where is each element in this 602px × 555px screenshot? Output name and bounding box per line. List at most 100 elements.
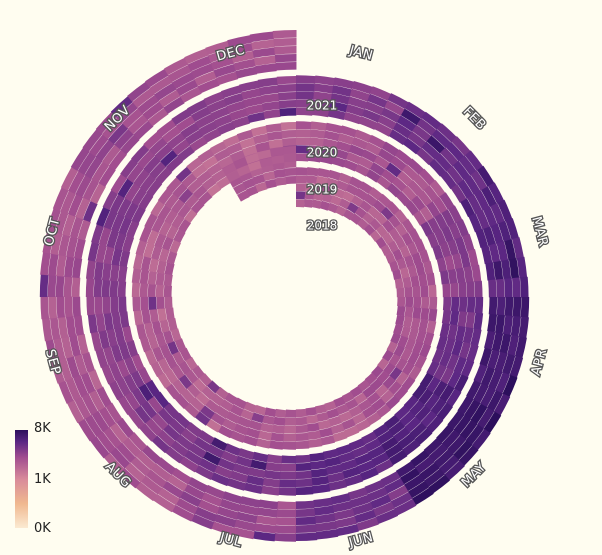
heatmap-cell <box>296 107 313 116</box>
heatmap-cell <box>274 53 297 63</box>
heatmap-cell <box>475 229 488 248</box>
heatmap-cell <box>277 83 297 93</box>
heatmap-cell <box>255 438 271 449</box>
heatmap-cell <box>384 414 400 430</box>
heatmap-cell <box>449 310 460 326</box>
heatmap-cell <box>274 533 296 542</box>
heatmap-cell <box>210 56 234 71</box>
heatmap-cell <box>176 79 199 96</box>
heatmap-cell <box>374 122 393 137</box>
heatmap-cell <box>231 50 255 64</box>
heatmap-cell <box>178 218 192 233</box>
heatmap-cell <box>202 451 221 466</box>
heatmap-cell <box>346 202 360 214</box>
year-label-2021: 2021 <box>307 99 338 113</box>
heatmap-cell <box>147 270 158 285</box>
heatmap-cell <box>91 224 105 245</box>
heatmap-cell <box>167 132 186 150</box>
heatmap-cell <box>364 372 378 386</box>
heatmap-cell <box>163 285 172 297</box>
heatmap-cell <box>197 78 220 94</box>
heatmap-cell <box>226 100 246 114</box>
heatmap-cell <box>155 284 165 297</box>
heatmap-cell <box>296 137 311 146</box>
heatmap-cell <box>145 418 163 436</box>
heatmap-cell <box>333 396 346 408</box>
heatmap-cell <box>116 102 139 123</box>
heatmap-cell <box>466 281 475 298</box>
heatmap-cell <box>201 176 217 191</box>
heatmap-cell <box>504 239 516 260</box>
heatmap-cell <box>283 433 296 442</box>
heatmap-cell <box>309 137 325 147</box>
month-label-jul: JUL <box>217 530 243 551</box>
heatmap-cell <box>295 470 312 480</box>
heatmap-cell <box>81 351 95 373</box>
heatmap-cell <box>184 208 198 224</box>
heatmap-cell <box>344 474 364 487</box>
heatmap-cell <box>119 250 131 268</box>
heatmap-cell <box>245 427 261 439</box>
heatmap-cell <box>208 48 232 63</box>
heatmap-cell <box>386 341 398 354</box>
heatmap-cell <box>306 414 319 424</box>
heatmap-cell <box>369 162 386 177</box>
heatmap-cell <box>150 463 172 482</box>
heatmap-cell <box>366 391 381 405</box>
heatmap-cell <box>48 296 58 319</box>
heatmap-cell <box>313 497 333 508</box>
heatmap-cell <box>274 45 297 55</box>
heatmap-cell <box>369 218 382 231</box>
heatmap-cell <box>233 423 249 436</box>
heatmap-cell <box>371 365 384 378</box>
heatmap-cell <box>316 412 329 422</box>
heatmap-cell <box>233 397 247 410</box>
heatmap-cell <box>122 235 135 253</box>
heatmap-cell <box>187 178 203 194</box>
heatmap-cell <box>199 121 218 136</box>
heatmap-cell <box>172 72 195 90</box>
heatmap-cell <box>466 343 479 363</box>
heatmap-cell <box>416 118 437 137</box>
heatmap-cell <box>227 35 252 48</box>
heatmap-cell <box>156 296 165 310</box>
heatmap-cell <box>330 93 350 105</box>
heatmap-cell <box>186 157 203 173</box>
heatmap-cell <box>347 96 368 110</box>
heatmap-cell <box>426 415 444 434</box>
heatmap-cell <box>255 141 271 153</box>
heatmap-cell <box>150 245 163 261</box>
heatmap-cell <box>118 216 133 236</box>
heatmap-cell <box>376 404 391 419</box>
heatmap-cell <box>312 483 331 494</box>
heatmap-cell <box>109 447 131 469</box>
heatmap-cell <box>393 344 406 358</box>
heatmap-cell <box>311 475 329 486</box>
heatmap-cell <box>146 229 160 246</box>
heatmap-cell <box>162 480 184 499</box>
heatmap-cell <box>426 232 439 248</box>
heatmap-cell <box>96 431 116 454</box>
heatmap-cell <box>162 424 181 441</box>
heatmap-cell <box>381 169 397 184</box>
heatmap-cell <box>131 282 141 297</box>
heatmap-cell <box>357 459 376 474</box>
heatmap-cell <box>313 191 324 202</box>
heatmap-cell <box>251 125 268 137</box>
heatmap-cell <box>140 400 158 419</box>
heatmap-cell <box>364 438 382 453</box>
heatmap-cell <box>273 37 297 47</box>
heatmap-cell <box>370 494 392 510</box>
heatmap-cell <box>229 149 246 163</box>
heatmap-cell <box>164 209 178 225</box>
heatmap-cell <box>255 63 277 74</box>
heatmap-cell <box>445 141 465 162</box>
heatmap-cell <box>440 270 450 285</box>
heatmap-cell <box>372 423 390 438</box>
heatmap-cell <box>148 258 160 273</box>
heatmap-cell <box>95 348 109 369</box>
heatmap-cell <box>416 147 435 165</box>
heatmap-cell <box>210 106 230 121</box>
heatmap-cell <box>214 148 231 162</box>
heatmap-cell <box>408 228 421 243</box>
